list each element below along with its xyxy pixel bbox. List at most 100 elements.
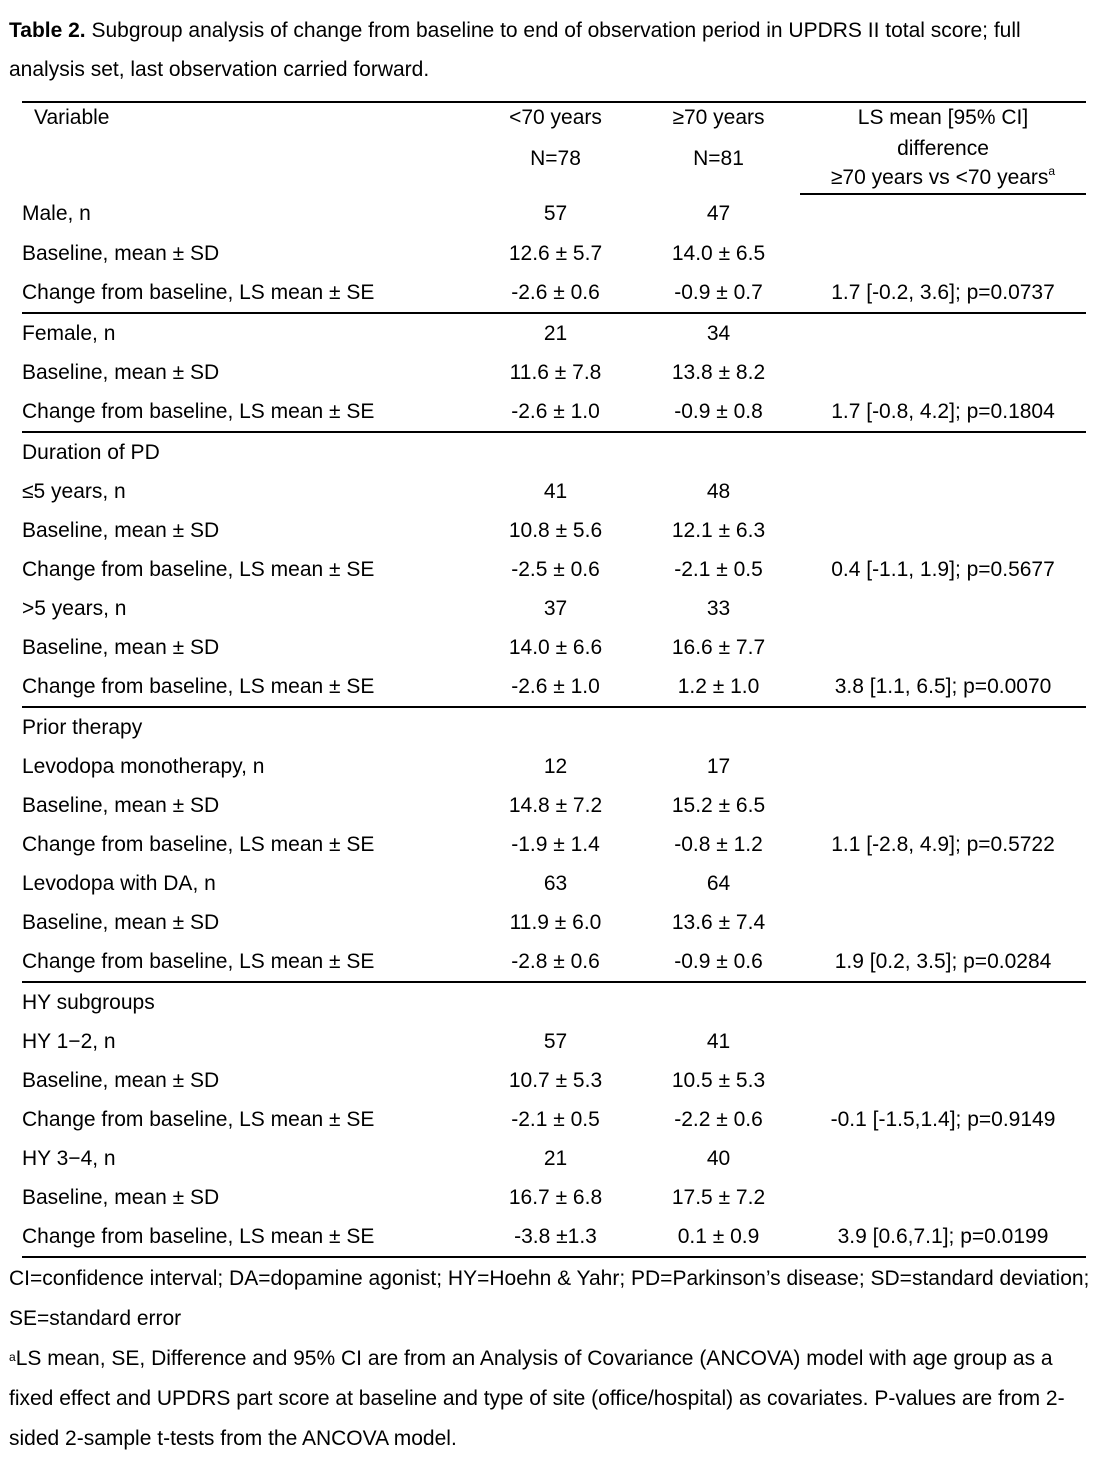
row-label: Levodopa monotherapy, n — [22, 754, 265, 778]
footnote-a-marker: a — [9, 1350, 16, 1364]
table-row: Change from baseline, LS mean ± SE -2.6 ±… — [22, 392, 1086, 433]
70-plus-value: -0.9 ± 0.6 — [637, 942, 800, 983]
table-row: Levodopa with DA, n 63 64 — [22, 864, 1086, 903]
difference-value — [800, 511, 1086, 550]
under-70-value: 10.7 ± 5.3 — [508, 1068, 603, 1092]
under-70-value: 37 — [543, 596, 568, 620]
under-70-value: -3.8 ±1.3 — [474, 1217, 637, 1258]
under-70-value: 41 — [543, 479, 568, 503]
under-70-value: 11.9 ± 6.0 — [509, 910, 602, 934]
table-row: HY 3−4, n 21 40 — [22, 1139, 1086, 1178]
table-row: Male, n 57 47 — [22, 194, 1086, 234]
difference-value — [800, 1139, 1086, 1178]
70-plus-value: 17.5 ± 7.2 — [671, 1185, 766, 1209]
difference-value — [800, 786, 1086, 825]
table-row: Levodopa monotherapy, n 12 17 — [22, 747, 1086, 786]
70-plus-value — [637, 982, 800, 1022]
70-plus-value: 41 — [706, 1029, 731, 1053]
difference-value — [800, 589, 1086, 628]
footnote-a-text: LS mean, SE, Difference and 95% CI are f… — [9, 1347, 1065, 1450]
under-70-value: 57 — [543, 1029, 568, 1053]
table-row: Baseline, mean ± SD 14.0 ± 6.6 16.6 ± 7.7 — [22, 628, 1086, 667]
difference-value — [800, 313, 1086, 353]
row-label: Change from baseline, LS mean ± SE — [22, 557, 375, 581]
row-label: Change from baseline, LS mean ± SE — [22, 392, 474, 433]
table-row: Duration of PD — [22, 432, 1086, 472]
under-70-value: -2.5 ± 0.6 — [511, 557, 600, 581]
table-row: Prior therapy — [22, 707, 1086, 747]
table-footnotes: CI=confidence interval; DA=dopamine agon… — [9, 1259, 1099, 1459]
row-label: Baseline, mean ± SD — [22, 241, 220, 265]
table-row: Change from baseline, LS mean ± SE -2.5 ±… — [22, 550, 1086, 589]
70-plus-value: 34 — [706, 321, 731, 345]
row-label: ≤5 years, n — [22, 479, 126, 503]
under-70-value: 12 — [543, 754, 568, 778]
70-plus-value: -0.9 ± 0.7 — [637, 273, 800, 314]
70-plus-value: -0.9 ± 0.8 — [637, 392, 800, 433]
under-70-value: 14.8 ± 7.2 — [508, 793, 603, 817]
row-label: HY 3−4, n — [22, 1146, 116, 1170]
table-row: HY 1−2, n 57 41 — [22, 1022, 1086, 1061]
row-label: Male, n — [22, 202, 91, 225]
row-label: Prior therapy — [22, 715, 143, 739]
difference-value — [800, 903, 1086, 942]
row-label: Change from baseline, LS mean ± SE — [22, 942, 474, 983]
under-70-value: 12.6 ± 5.7 — [508, 241, 603, 265]
70-plus-value: 13.8 ± 8.2 — [671, 360, 766, 384]
row-label: Change from baseline, LS mean ± SE — [22, 667, 474, 708]
difference-value — [800, 864, 1086, 903]
under-70-value: -2.6 ± 1.0 — [474, 667, 637, 708]
70-plus-value: 12.1 ± 6.3 — [671, 518, 766, 542]
table-row: Change from baseline, LS mean ± SE -2.6 ±… — [22, 273, 1086, 314]
table-caption-label: Table 2. — [9, 19, 86, 42]
difference-value — [800, 472, 1086, 511]
under-70-value: -2.1 ± 0.5 — [511, 1107, 600, 1131]
table-row: Change from baseline, LS mean ± SE -2.6 ±… — [22, 667, 1086, 708]
row-label: Female, n — [22, 321, 116, 345]
difference-value — [800, 1061, 1086, 1100]
difference-value — [800, 747, 1086, 786]
70-plus-value: 17 — [706, 754, 731, 778]
70-plus-value: 33 — [706, 596, 731, 620]
row-label: Duration of PD — [22, 440, 160, 464]
difference-value — [800, 432, 1086, 472]
row-label: Change from baseline, LS mean ± SE — [22, 1107, 375, 1131]
table-row: Change from baseline, LS mean ± SE -2.8 ±… — [22, 942, 1086, 983]
table-row: Change from baseline, LS mean ± SE -3.8 ±… — [22, 1217, 1086, 1258]
70-plus-value: 16.6 ± 7.7 — [671, 635, 766, 659]
table-row: Baseline, mean ± SD 12.6 ± 5.7 14.0 ± 6.5 — [22, 234, 1086, 273]
70-plus-value: 40 — [706, 1146, 731, 1170]
difference-value: 1.9 [0.2, 3.5]; p=0.0284 — [800, 942, 1086, 983]
row-label: Baseline, mean ± SD — [22, 910, 220, 934]
header-70-plus-title: ≥70 years — [672, 106, 765, 129]
header-variable: Variable — [34, 106, 110, 129]
row-label: Change from baseline, LS mean ± SE — [22, 273, 474, 314]
difference-value: -0.1 [-1.5,1.4]; p=0.9149 — [830, 1107, 1056, 1131]
row-label: Levodopa with DA, n — [22, 871, 216, 895]
table-row: Baseline, mean ± SD 11.6 ± 7.8 13.8 ± 8.2 — [22, 353, 1086, 392]
header-70-plus-n: N=81 — [693, 147, 744, 170]
under-70-value: -1.9 ± 1.4 — [511, 832, 600, 856]
difference-value — [800, 628, 1086, 667]
table-row: Baseline, mean ± SD 14.8 ± 7.2 15.2 ± 6.5 — [22, 786, 1086, 825]
difference-value — [800, 194, 1086, 234]
table-header: Variable <70 years ≥70 years LS mean [95… — [22, 102, 1086, 195]
70-plus-value — [637, 707, 800, 747]
70-plus-value: 47 — [706, 202, 731, 225]
difference-value: 1.7 [-0.2, 3.6]; p=0.0737 — [800, 273, 1086, 314]
under-70-value: -2.8 ± 0.6 — [474, 942, 637, 983]
under-70-value: 21 — [543, 1146, 568, 1170]
under-70-value: 16.7 ± 6.8 — [508, 1185, 603, 1209]
difference-value — [800, 707, 1086, 747]
subgroup-analysis-table: Variable <70 years ≥70 years LS mean [95… — [22, 101, 1086, 1258]
difference-value: 1.7 [-0.8, 4.2]; p=0.1804 — [800, 392, 1086, 433]
header-difference-line1: LS mean [95% CI] — [857, 106, 1029, 129]
70-plus-value: 14.0 ± 6.5 — [671, 241, 766, 265]
70-plus-value: 15.2 ± 6.5 — [671, 793, 766, 817]
70-plus-value: 10.5 ± 5.3 — [671, 1068, 766, 1092]
under-70-value: 11.6 ± 7.8 — [509, 360, 602, 384]
70-plus-value: 64 — [706, 871, 731, 895]
footnote-a: aLS mean, SE, Difference and 95% CI are … — [9, 1339, 1099, 1459]
difference-value — [800, 234, 1086, 273]
